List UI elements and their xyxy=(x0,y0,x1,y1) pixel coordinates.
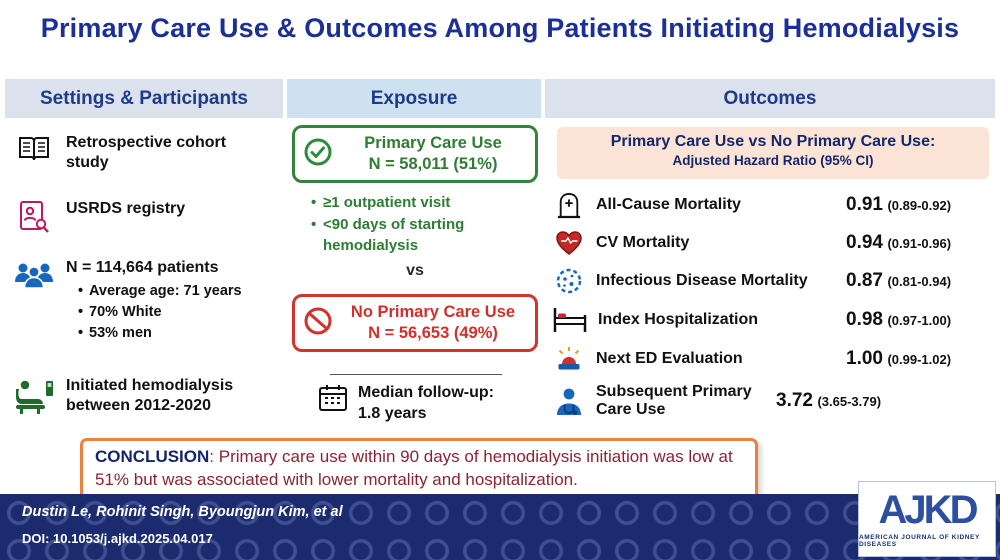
hospital-bed-icon xyxy=(552,306,588,334)
outcome-row-ed-evaluation: Next ED Evaluation 1.00 (0.99-1.02) xyxy=(552,340,988,378)
setting-item-hemodialysis: Initiated hemodialysis between 2012-2020 xyxy=(12,376,280,416)
open-book-icon xyxy=(12,133,56,164)
outcome-label: Infectious Disease Mortality xyxy=(596,271,808,289)
no-primary-care-box: No Primary Care Use N = 56,653 (49%) xyxy=(292,294,538,352)
followup-value: 1.8 years xyxy=(358,404,427,422)
exposure-criterion: <90 days of starting hemodialysis xyxy=(310,215,508,256)
hazard-ratio: 0.94 xyxy=(846,232,883,253)
setting-item-registry: USRDS registry xyxy=(12,199,280,234)
outcome-label: Subsequent Primary Care Use xyxy=(596,382,752,418)
clinician-icon xyxy=(552,386,586,416)
outcome-label: CV Mortality xyxy=(596,233,690,251)
outcome-label: Index Hospitalization xyxy=(598,310,759,328)
no-primary-care-title: No Primary Care Use xyxy=(350,303,516,322)
setting-text: Retrospective cohort study xyxy=(66,134,227,171)
ajkd-logo: AJKD AMERICAN JOURNAL OF KIDNEY DISEASES xyxy=(858,481,996,557)
primary-care-title: Primary Care Use xyxy=(364,134,502,153)
outcome-value: 0.98 (0.97-1.00) xyxy=(846,309,988,331)
outcome-value: 3.72 (3.65-3.79) xyxy=(776,390,918,412)
hazard-ratio: 0.91 xyxy=(846,194,883,215)
exposure-column-header: Exposure xyxy=(287,79,541,118)
outcome-row-all-cause-mortality: All-Cause Mortality 0.91 (0.89-0.92) xyxy=(552,186,988,224)
outcomes-subheader-line2: Adjusted Hazard Ratio (95% CI) xyxy=(672,153,874,168)
no-primary-care-text: No Primary Care Use N = 56,653 (49%) xyxy=(339,302,527,343)
hazard-ratio: 0.87 xyxy=(846,270,883,291)
outcome-row-subsequent-primary-care: Subsequent Primary Care Use 3.72 (3.65-3… xyxy=(552,378,988,424)
registry-card-icon xyxy=(12,199,56,234)
exposure-criterion: ≥1 outpatient visit xyxy=(310,193,508,214)
exposure-criteria-list: ≥1 outpatient visit <90 days of starting… xyxy=(310,193,508,258)
outcomes-subheader: Primary Care Use vs No Primary Care Use:… xyxy=(557,127,989,179)
no-primary-care-n: N = 56,653 (49%) xyxy=(368,324,498,342)
setting-text: USRDS registry xyxy=(66,200,186,217)
confidence-interval: (0.99-1.02) xyxy=(887,352,952,367)
outcomes-column-header: Outcomes xyxy=(545,79,995,118)
settings-column-header: Settings & Participants xyxy=(5,79,283,118)
outcome-value: 1.00 (0.99-1.02) xyxy=(846,348,988,370)
cohort-bullet: 70% White xyxy=(78,302,242,323)
hazard-ratio: 1.00 xyxy=(846,348,883,369)
ajkd-logo-text: AJKD xyxy=(878,488,979,532)
footer-pattern xyxy=(0,494,1000,560)
setting-item-study-design: Retrospective cohort study xyxy=(12,133,280,173)
setting-text: Initiated hemodialysis between 2012-2020 xyxy=(66,377,234,414)
followup-label: Median follow-up: xyxy=(358,384,494,401)
setting-item-cohort: N = 114,664 patients Average age: 71 yea… xyxy=(12,258,280,344)
hazard-ratio: 0.98 xyxy=(846,309,883,330)
cohort-bullet-list: Average age: 71 years 70% White 53% men xyxy=(78,281,242,344)
emergency-light-icon xyxy=(552,346,586,373)
outcome-label: Next ED Evaluation xyxy=(596,349,743,367)
primary-care-n: N = 58,011 (51%) xyxy=(368,155,498,173)
patients-group-icon xyxy=(12,258,56,291)
confidence-interval: (3.65-3.79) xyxy=(817,394,882,409)
confidence-interval: (0.81-0.94) xyxy=(887,274,952,289)
confidence-interval: (0.89-0.92) xyxy=(887,198,952,213)
conclusion-label: CONCLUSION xyxy=(95,447,210,466)
confidence-interval: (0.91-0.96) xyxy=(887,236,952,251)
setting-text: N = 114,664 patients xyxy=(66,259,219,276)
followup-divider xyxy=(330,374,502,375)
dialysis-chair-icon xyxy=(12,376,56,414)
cohort-bullet: 53% men xyxy=(78,323,242,344)
cohort-block: N = 114,664 patients Average age: 71 yea… xyxy=(66,258,242,344)
confidence-interval: (0.97-1.00) xyxy=(887,313,952,328)
calendar-icon xyxy=(318,383,348,418)
outcome-label: All-Cause Mortality xyxy=(596,195,741,213)
outcome-value: 0.91 (0.89-0.92) xyxy=(846,194,988,216)
outcomes-subheader-line1: Primary Care Use vs No Primary Care Use: xyxy=(610,133,936,150)
footer: Dustin Le, Rohinit Singh, Byoungjun Kim,… xyxy=(0,481,1000,560)
authors-line: Dustin Le, Rohinit Singh, Byoungjun Kim,… xyxy=(22,504,343,520)
versus-label: vs xyxy=(406,262,424,279)
outcome-value: 0.87 (0.81-0.94) xyxy=(846,270,988,292)
infection-icon xyxy=(552,266,586,296)
primary-care-use-box: Primary Care Use N = 58,011 (51%) xyxy=(292,125,538,183)
outcome-row-infectious-mortality: Infectious Disease Mortality 0.87 (0.81-… xyxy=(552,262,988,300)
page-title: Primary Care Use & Outcomes Among Patien… xyxy=(40,13,960,43)
outcome-row-cv-mortality: CV Mortality 0.94 (0.91-0.96) xyxy=(552,224,988,262)
check-circle-icon xyxy=(303,137,333,172)
followup-text: Median follow-up: 1.8 years xyxy=(358,383,494,425)
primary-care-text: Primary Care Use N = 58,011 (51%) xyxy=(339,133,527,174)
hazard-ratio: 3.72 xyxy=(776,390,813,411)
outcome-row-index-hospitalization: Index Hospitalization 0.98 (0.97-1.00) xyxy=(552,301,988,339)
heart-icon xyxy=(552,230,586,256)
outcome-value: 0.94 (0.91-0.96) xyxy=(846,232,988,254)
cohort-bullet: Average age: 71 years xyxy=(78,281,242,302)
ajkd-logo-subtitle: AMERICAN JOURNAL OF KIDNEY DISEASES xyxy=(859,534,980,548)
conclusion-text: : Primary care use within 90 days of hem… xyxy=(95,447,733,489)
conclusion-box: CONCLUSION: Primary care use within 90 d… xyxy=(80,438,758,500)
doi-line: DOI: 10.1053/j.ajkd.2025.04.017 xyxy=(22,531,213,546)
followup-block: Median follow-up: 1.8 years xyxy=(318,383,494,425)
tombstone-icon xyxy=(552,190,586,220)
no-entry-icon xyxy=(303,306,333,341)
